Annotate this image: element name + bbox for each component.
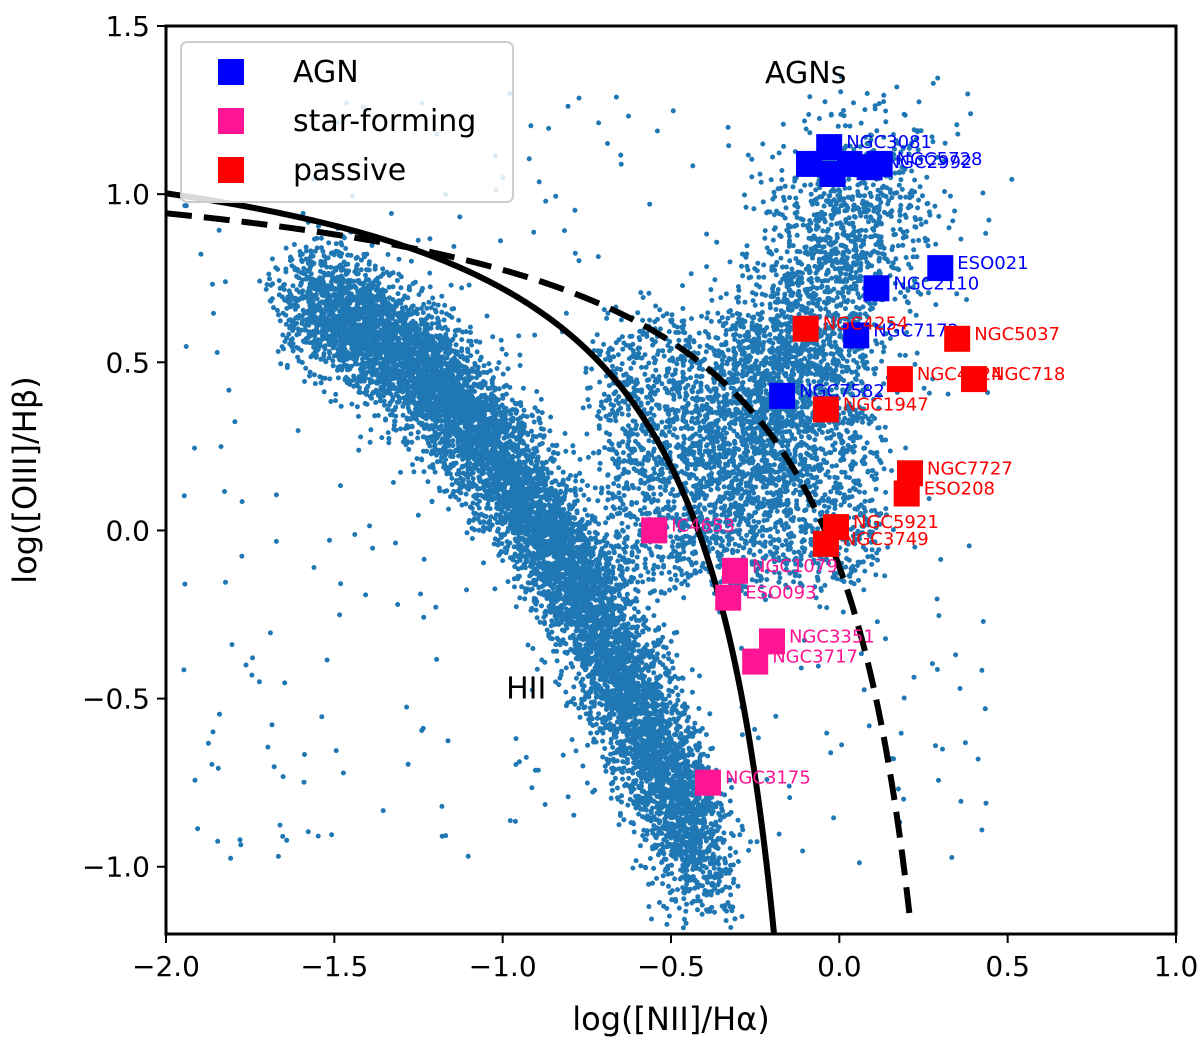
galaxy-label: ESO093: [745, 583, 816, 604]
galaxy-label: NGC5037: [974, 324, 1060, 345]
x-tick-label: −0.5: [637, 950, 705, 983]
galaxy-label: NGC4254: [823, 314, 909, 335]
galaxy-label: NGC3717: [772, 647, 858, 668]
point-marker: [792, 315, 819, 342]
point-marker: [769, 382, 796, 409]
point-marker: [961, 366, 987, 393]
y-tick-label: 1.0: [105, 178, 150, 211]
galaxy-label: NGC3175: [725, 768, 811, 789]
y-axis-label: log([OIII]/Hβ): [6, 376, 44, 583]
point-marker: [944, 325, 971, 352]
galaxy-label: NGC2110: [893, 273, 979, 294]
point-marker: [843, 322, 870, 349]
legend: AGN star-forming passive: [180, 41, 514, 203]
x-tick-label: 0.0: [817, 950, 862, 983]
x-tick-label: −1.5: [300, 950, 368, 983]
galaxy-label: NGC4224: [917, 364, 1003, 385]
kewley-dashed-curve: [166, 210, 914, 920]
region-label-hii: HII: [506, 672, 546, 707]
x-tick-label: −1.0: [469, 950, 537, 983]
x-tick-label: 0.5: [985, 950, 1030, 983]
point-marker: [722, 557, 748, 584]
kauffmann-solid-curve: [166, 190, 778, 934]
background-points-layer: [181, 74, 1015, 931]
axes-layer: −2.0 −1.5 −1.0 −0.5 0.0 0.5 1.0 −1.0 −0.5 0.0 0.5 1…: [6, 10, 1198, 1038]
point-marker: [796, 150, 822, 177]
region-label-agns: AGNs: [765, 56, 846, 91]
legend-label: star-forming: [293, 104, 476, 139]
point-marker: [927, 255, 954, 282]
galaxy-label: NGC5728: [897, 149, 983, 170]
galaxy-label: NGC1947: [843, 394, 929, 415]
galaxy-label: IC4653: [671, 515, 735, 536]
demarcation-curves-layer: [166, 190, 914, 934]
x-tick-label: −2.0: [132, 950, 200, 983]
galaxy-label: NGC3351: [789, 626, 875, 647]
point-marker: [715, 584, 742, 611]
galaxy-label: NGC3749: [843, 529, 929, 550]
legend-swatch: [218, 157, 244, 183]
galaxy-label: NGC7727: [927, 458, 1013, 479]
y-tick-label: 1.5: [105, 10, 150, 43]
x-axis-label: log([NII]/Hα): [572, 1000, 769, 1038]
point-marker: [812, 396, 839, 423]
galaxy-label: NGC3081: [846, 132, 932, 153]
legend-swatch: [218, 108, 244, 134]
background-galaxy-points: [181, 74, 1015, 931]
galaxy-label: NGC1079: [752, 556, 838, 577]
point-marker: [863, 275, 890, 302]
point-marker: [695, 769, 721, 796]
point-marker: [812, 530, 839, 557]
point-marker: [641, 517, 668, 544]
legend-swatch: [218, 59, 244, 85]
galaxy-label: NGC718: [991, 364, 1065, 385]
legend-box: [180, 41, 514, 203]
y-tick-label: −1.0: [82, 851, 150, 884]
point-marker: [856, 154, 883, 181]
legend-label: AGN: [293, 55, 359, 90]
point-marker: [886, 366, 913, 393]
galaxy-label: ESO208: [924, 479, 995, 500]
galaxy-label: NGC5921: [853, 512, 939, 533]
galaxy-label: NGC7172: [873, 320, 959, 341]
galaxy-label: NGC2992: [887, 152, 973, 173]
x-tick-label: 1.0: [1154, 950, 1199, 983]
galaxy-label: ESO021: [957, 253, 1028, 274]
legend-label: passive: [293, 153, 406, 188]
y-tick-label: −0.5: [82, 683, 150, 716]
y-tick-label: 0.0: [105, 514, 150, 547]
point-marker: [742, 648, 769, 675]
point-marker: [893, 480, 920, 507]
y-tick-label: 0.5: [105, 346, 150, 379]
